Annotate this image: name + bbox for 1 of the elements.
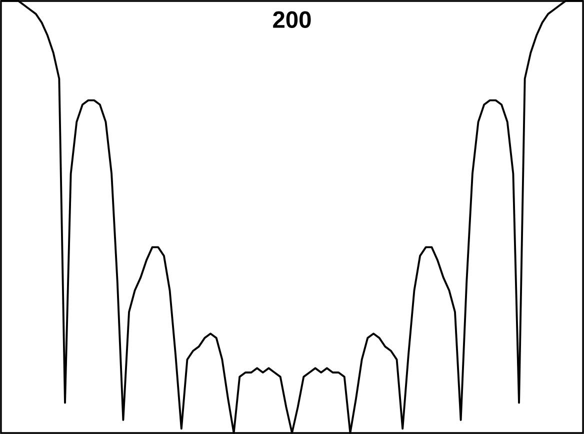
chart-title: 200 (273, 11, 311, 28)
